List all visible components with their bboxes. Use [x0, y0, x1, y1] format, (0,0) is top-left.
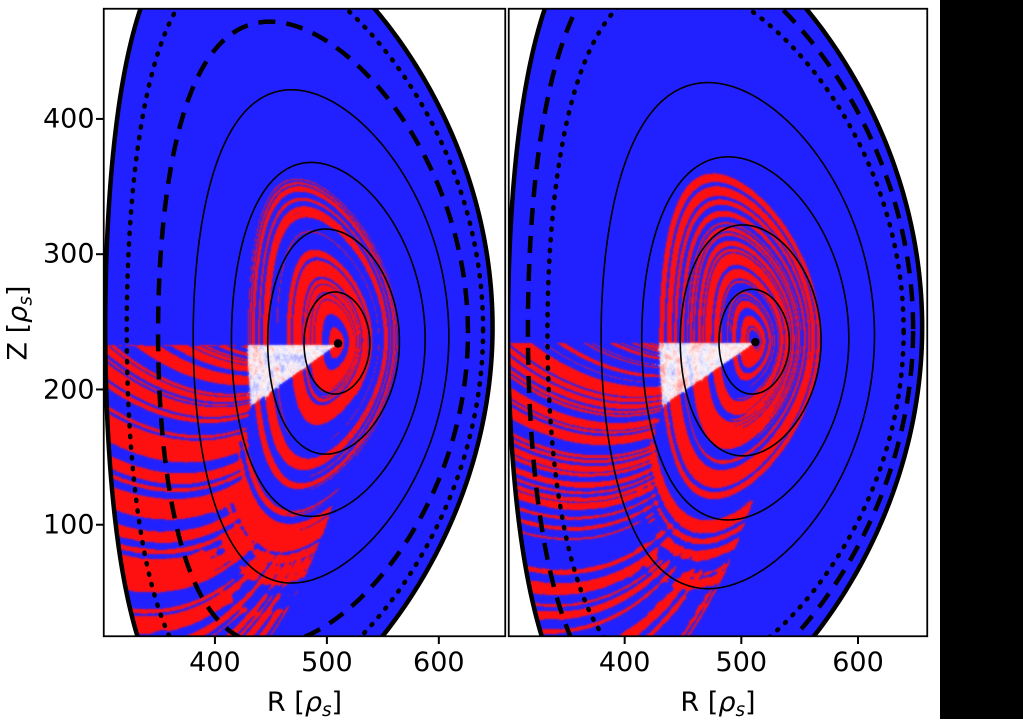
left-flux-surface-3 [266, 228, 401, 455]
right-xtick-label-600: 600 [832, 647, 884, 678]
left-ytick-label-200: 200 [43, 374, 95, 405]
left-x-axis-title: R [ρs] [266, 687, 343, 721]
right-flux-surface-4 [718, 288, 791, 395]
right-flux-surface-1 [600, 81, 876, 590]
left-separatrix-contour [103, 8, 495, 637]
left-flux-surface-1 [192, 88, 450, 584]
left-xtick-label-600: 600 [413, 647, 465, 678]
left-frame [102, 7, 507, 638]
right-panel-axes [508, 8, 928, 637]
right-black-band [940, 0, 1023, 719]
left-flux-surface-4 [303, 291, 371, 395]
left-flux-surface-2 [230, 161, 426, 518]
left-ytick-label-100: 100 [43, 509, 95, 541]
right-flux-surface-3 [679, 224, 822, 457]
right-panel-contours [508, 8, 925, 637]
left-ytick-label-300: 300 [43, 238, 95, 270]
left-panel-axes [103, 8, 506, 637]
right-xtick-label-500: 500 [715, 647, 768, 678]
left-panel-contours [103, 8, 495, 637]
right-dashed-contour [525, 8, 916, 637]
right-xtick-label-400: 400 [598, 647, 651, 678]
left-magnetic-axis-marker [333, 339, 343, 348]
left-dotted-contour [124, 8, 486, 637]
right-flux-surface-2 [640, 156, 850, 521]
y-axis-title: Z [ρs] [2, 285, 37, 360]
left-xtick-label-500: 500 [301, 647, 353, 678]
left-ytick-label-400: 400 [43, 103, 95, 135]
left-xtick-label-400: 400 [189, 647, 241, 678]
right-frame [507, 7, 929, 638]
right-magnetic-axis-marker [751, 337, 760, 347]
left-dashed-contour [155, 19, 471, 637]
left-panel-heatmap [103, 8, 506, 637]
right-x-axis-title: R [ρs] [680, 687, 756, 721]
